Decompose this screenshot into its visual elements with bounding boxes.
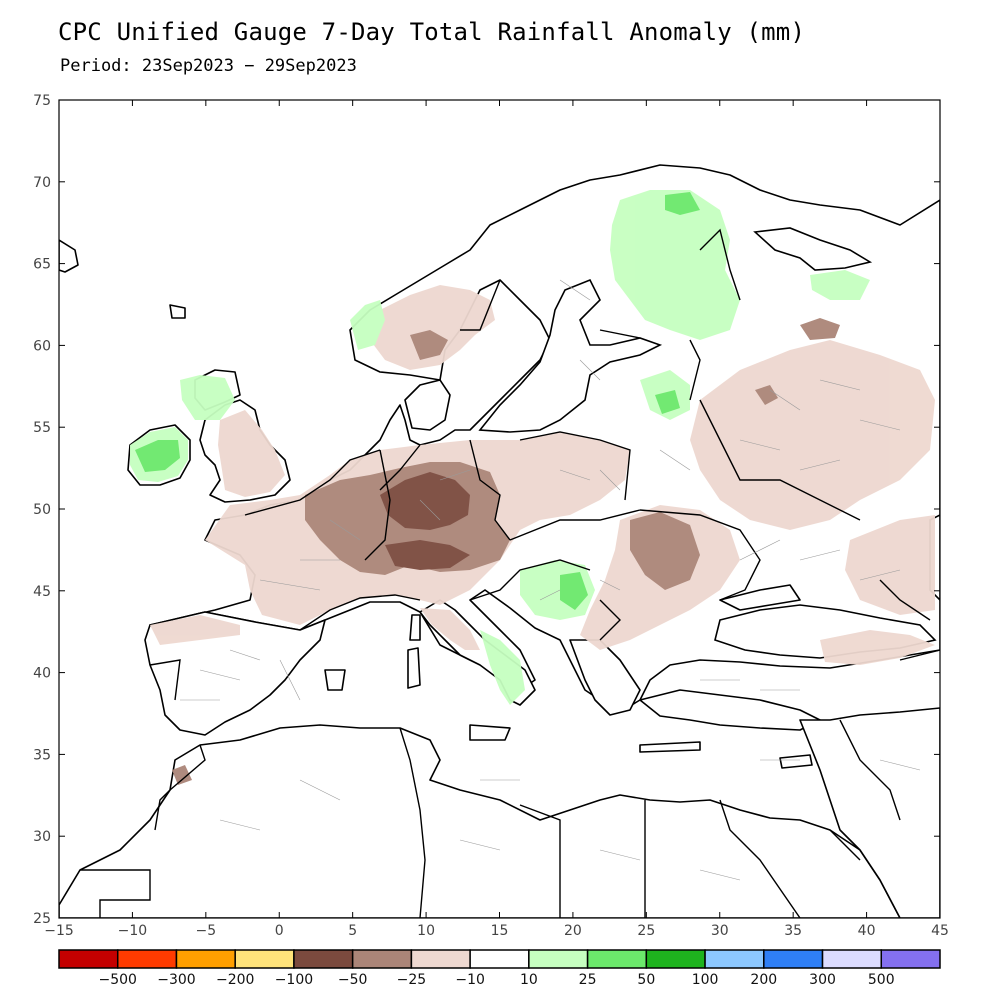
period-subtitle: Period: 23Sep2023 − 29Sep2023: [60, 56, 357, 76]
colorbar-label: 300: [809, 972, 836, 988]
colorbar-label: −100: [275, 972, 313, 988]
colorbar-label: 25: [579, 972, 597, 988]
anomaly-shading: [130, 190, 935, 785]
anomaly-region-russia-small: [755, 385, 778, 405]
colorbar-swatch: [234, 949, 295, 969]
x-tick-label: −10: [118, 923, 148, 939]
anomaly-region-scotland: [180, 375, 235, 420]
colorbar-label: −50: [338, 972, 368, 988]
y-tick-label: 25: [33, 911, 51, 927]
anomaly-region-morocco: [172, 765, 192, 785]
y-tick-label: 75: [33, 93, 51, 109]
anomaly-region-alps: [385, 540, 470, 570]
anomaly-region-russia: [690, 340, 935, 530]
y-tick-label: 55: [33, 420, 51, 436]
y-tick-label: 45: [33, 584, 51, 600]
y-axis: 25 30 35 40 45 50 55 60 65 70 75: [33, 93, 940, 927]
colorbar-swatch: [175, 949, 236, 969]
colorbar-label: 100: [692, 972, 719, 988]
anomaly-region-danube: [630, 512, 700, 590]
country-borders: [80, 228, 940, 918]
anomaly-region-turkey: [820, 630, 935, 665]
y-tick-label: 65: [33, 257, 51, 273]
x-tick-label: 20: [564, 923, 582, 939]
anomaly-region-italy: [420, 608, 480, 650]
y-tick-label: 40: [33, 666, 51, 682]
x-tick-label: −5: [196, 923, 217, 939]
x-tick-label: 35: [784, 923, 802, 939]
colorbar-label: −25: [397, 972, 427, 988]
x-tick-label: 30: [711, 923, 729, 939]
colorbar-swatch: [880, 949, 941, 969]
x-tick-label: 45: [931, 923, 949, 939]
colorbar-swatch: [116, 949, 178, 969]
x-tick-label: 15: [491, 923, 509, 939]
anomaly-region-bosnia: [560, 572, 588, 610]
anomaly-region-scandinavia: [370, 285, 495, 370]
y-tick-label: 35: [33, 747, 51, 763]
x-tick-label: 5: [348, 923, 357, 939]
anomaly-region-ireland-core: [135, 440, 180, 472]
colorbar-label: 10: [520, 972, 538, 988]
anomaly-region-uk: [218, 410, 285, 497]
anomaly-region-latvia: [655, 390, 680, 414]
colorbar-swatch: [410, 949, 471, 969]
colorbar-swatch: [645, 949, 706, 969]
colorbar-label: −500: [99, 972, 137, 988]
y-tick-label: 70: [33, 175, 51, 191]
colorbar-label: 500: [868, 972, 895, 988]
anomaly-region-norway-south: [410, 330, 448, 360]
colorbar-swatch: [586, 949, 648, 969]
x-tick-label: −15: [44, 923, 74, 939]
x-tick-label: 40: [858, 923, 876, 939]
colorbar-label: 50: [637, 972, 655, 988]
y-tick-label: 50: [33, 502, 51, 518]
colorbar-swatch: [58, 949, 119, 969]
x-tick-label: 25: [637, 923, 655, 939]
colorbar-swatch: [528, 949, 589, 969]
colorbar-label: −10: [455, 972, 485, 988]
colorbar-swatch: [704, 949, 765, 969]
admin-boundaries: [180, 279, 921, 881]
anomaly-region-russia-center: [800, 318, 840, 340]
colorbar-label: −200: [216, 972, 254, 988]
y-tick-label: 30: [33, 829, 51, 845]
anomaly-region-lapland: [665, 192, 700, 215]
x-axis: −15 −10 −5 0 5 10 15 20 25 30 35 40 45: [44, 100, 949, 939]
map-plot-area: [59, 164, 940, 918]
colorbar-swatch: [351, 949, 413, 969]
colorbar-swatch: [821, 949, 883, 969]
anomaly-region-germany-core: [380, 472, 470, 530]
colorbar: −500 −300 −200 −100 −50 −25 −10 10 25 50 100 200 300…: [58, 949, 941, 988]
anomaly-region-finland: [610, 190, 740, 340]
colorbar-swatch: [469, 949, 530, 969]
colorbar-label: 200: [750, 972, 777, 988]
anomaly-region-east: [845, 515, 935, 615]
x-tick-label: 10: [417, 923, 435, 939]
x-tick-label: 0: [275, 923, 284, 939]
anomaly-region-kola: [810, 270, 870, 300]
y-tick-label: 60: [33, 338, 51, 354]
colorbar-swatch: [763, 949, 824, 969]
colorbar-swatch: [293, 949, 354, 969]
anomaly-region-iberia-north: [150, 615, 240, 645]
colorbar-label: −300: [157, 972, 195, 988]
anomaly-region-norway-west: [350, 300, 385, 350]
anomaly-region-italy-south: [480, 630, 525, 705]
chart-title: CPC Unified Gauge 7-Day Total Rainfall A…: [58, 18, 806, 46]
